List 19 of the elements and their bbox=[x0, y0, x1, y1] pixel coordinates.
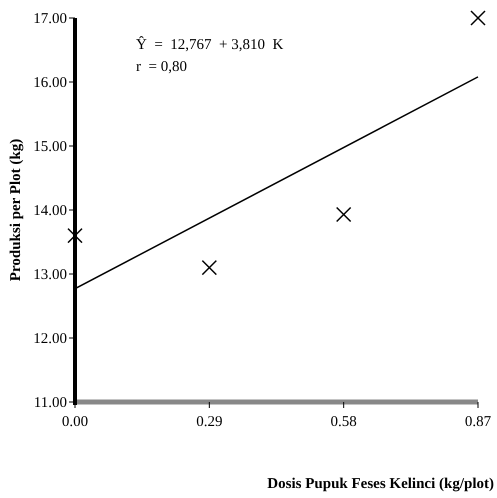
point bbox=[336, 206, 352, 222]
point bbox=[67, 228, 83, 244]
x-tick-label: 0.00 bbox=[62, 414, 88, 430]
x-tick-label: 0.58 bbox=[330, 414, 357, 430]
annotation: Ŷ = 12,767 + 3,810 K bbox=[136, 36, 284, 53]
y-tick-label: 11.00 bbox=[34, 395, 67, 411]
annotation: r = 0,80 bbox=[136, 59, 187, 75]
x-tick-label: 0.87 bbox=[464, 414, 492, 430]
y-tick-label: 13.00 bbox=[33, 267, 67, 283]
y-axis-title: Produksi per Plot (kg) bbox=[8, 138, 24, 282]
y-tick-label: 15.00 bbox=[33, 139, 67, 155]
point bbox=[202, 260, 218, 276]
y-tick-label: 17.00 bbox=[33, 11, 67, 27]
y-tick-label: 12.00 bbox=[33, 331, 67, 347]
y-tick-label: 14.00 bbox=[33, 203, 67, 219]
x-axis-title: Dosis Pupuk Feses Kelinci (kg/plot) bbox=[267, 476, 494, 492]
x-tick-label: 0.29 bbox=[196, 414, 222, 430]
point bbox=[470, 10, 486, 26]
y-tick-label: 16.00 bbox=[33, 75, 67, 91]
